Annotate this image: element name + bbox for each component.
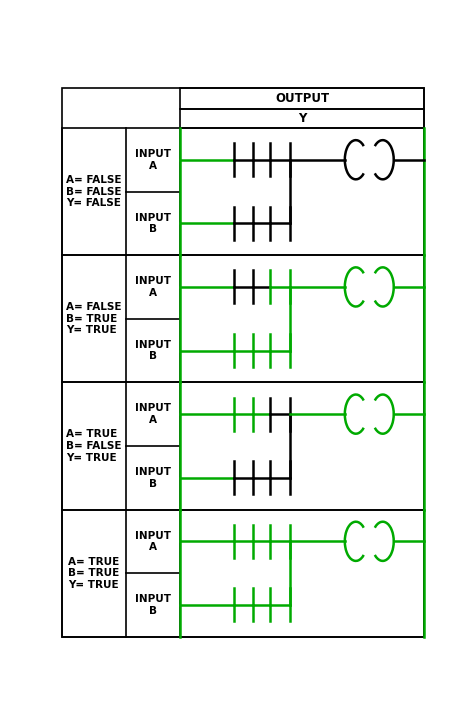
Text: INPUT
B: INPUT B — [135, 340, 171, 361]
Text: INPUT
A: INPUT A — [135, 276, 171, 298]
Text: A= FALSE
B= FALSE
Y= FALSE: A= FALSE B= FALSE Y= FALSE — [66, 175, 122, 208]
Text: INPUT
A: INPUT A — [135, 149, 171, 171]
Text: INPUT
B: INPUT B — [135, 213, 171, 234]
Text: INPUT
A: INPUT A — [135, 404, 171, 425]
Text: INPUT
B: INPUT B — [135, 594, 171, 616]
Text: INPUT
A: INPUT A — [135, 531, 171, 552]
Text: INPUT
B: INPUT B — [135, 467, 171, 488]
Text: A= TRUE
B= TRUE
Y= TRUE: A= TRUE B= TRUE Y= TRUE — [68, 556, 119, 589]
Text: Y: Y — [298, 112, 306, 125]
Text: A= TRUE
B= FALSE
Y= TRUE: A= TRUE B= FALSE Y= TRUE — [66, 429, 122, 462]
Text: OUTPUT: OUTPUT — [275, 92, 329, 106]
Text: A= FALSE
B= TRUE
Y= TRUE: A= FALSE B= TRUE Y= TRUE — [66, 302, 122, 335]
